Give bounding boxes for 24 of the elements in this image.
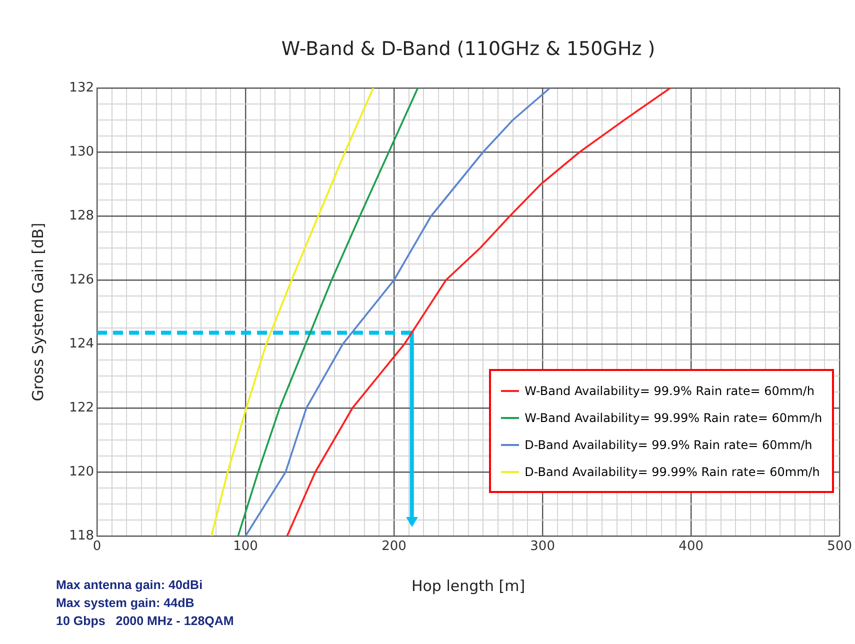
y-tick-label: 118: [69, 528, 94, 544]
text: Max antenna gain: 40dBi: [56, 577, 204, 594]
y-tick-label: 126: [69, 272, 94, 288]
legend-label: D-Band Availability= 99.9% Rain rate= 60mm/h: [524, 438, 812, 452]
x-axis-title: Hop length [m]: [411, 577, 526, 595]
legend-label: W-Band Availability= 99.9% Rain rate= 60mm/h: [524, 384, 814, 398]
y-tick-label: 124: [69, 336, 94, 352]
x-tick-label: 300: [530, 539, 555, 554]
text: 10 Gbps 2000 MHz - 128QAM: [56, 613, 234, 630]
x-tick-label: 0: [92, 539, 102, 554]
x-tick-label: 100: [233, 539, 258, 554]
x-tick-label: 400: [678, 539, 704, 554]
y-axis-title: Gross System Gain [dB]: [29, 222, 47, 402]
legend-label: W-Band Availability= 99.99% Rain rate= 60mm/h: [524, 410, 822, 424]
y-tick-label: 122: [69, 400, 94, 416]
text: Max system gain: 44dB: [56, 595, 196, 612]
y-tick-label: 132: [69, 80, 94, 96]
y-tick-label: 130: [69, 144, 94, 160]
y-tick-label: 120: [69, 464, 94, 480]
y-tick-label: 128: [69, 208, 94, 224]
x-tick-label: 200: [382, 539, 406, 554]
chart-title: W-Band & D-Band (110GHz & 150GHz ): [281, 38, 656, 60]
legend-label: D-Band Availability= 99.99% Rain rate= 60mm/h: [524, 464, 820, 478]
x-tick-label: 500: [827, 539, 852, 554]
